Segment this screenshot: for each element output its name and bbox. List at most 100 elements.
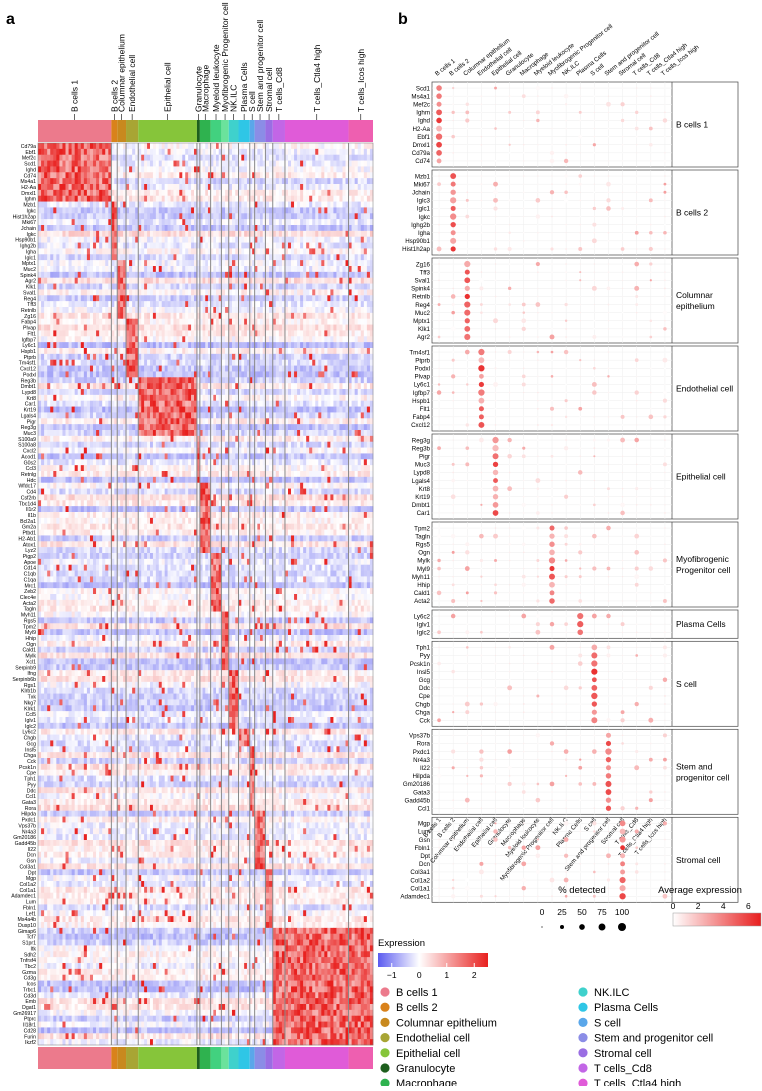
- heatmap-cell: [173, 266, 177, 273]
- heatmap-cell: [281, 324, 286, 331]
- heatmap-cell: [185, 400, 189, 407]
- heatmap-cell: [161, 172, 165, 179]
- heatmap-cell: [205, 219, 209, 226]
- heatmap-cell: [269, 312, 274, 320]
- heatmap-cell: [225, 377, 230, 384]
- heatmap-cell: [185, 260, 189, 267]
- heatmap-cell: [179, 236, 183, 243]
- heatmap-cell: [141, 330, 145, 337]
- heatmap-cell: [321, 394, 325, 402]
- heatmap-cell: [89, 195, 94, 202]
- heatmap-cell: [199, 400, 203, 407]
- heatmap-cell: [324, 318, 328, 325]
- heatmap-cell: [321, 160, 325, 167]
- heatmap-cell: [324, 371, 328, 378]
- heatmap-cell: [287, 318, 292, 325]
- heatmap-cell: [182, 230, 186, 238]
- heatmap-cell: [185, 242, 189, 249]
- heatmap-cell: [235, 295, 239, 302]
- heatmap-cell: [161, 184, 165, 191]
- heatmap-cell: [77, 348, 82, 355]
- heatmap-cell: [50, 295, 54, 302]
- heatmap-cell: [93, 143, 97, 150]
- heatmap-cell: [342, 289, 346, 296]
- heatmap-cell: [312, 348, 316, 355]
- heatmap-cell: [38, 201, 42, 208]
- heatmap-cell: [194, 307, 198, 314]
- heatmap-cell: [265, 348, 270, 355]
- heatmap-cell: [185, 166, 189, 173]
- heatmap-cell: [138, 154, 142, 161]
- heatmap-cell: [196, 271, 201, 279]
- heatmap-cell: [333, 201, 337, 208]
- heatmap-cell: [246, 219, 251, 226]
- heatmap-cell: [99, 230, 103, 238]
- heatmap-cell: [241, 213, 245, 220]
- heatmap-cell: [77, 236, 82, 243]
- heatmap-cell: [315, 260, 319, 267]
- heatmap-cell: [269, 154, 274, 161]
- heatmap-cell: [50, 201, 54, 208]
- heatmap-cell: [216, 172, 220, 179]
- heatmap-cell: [194, 330, 198, 337]
- heatmap-cell: [345, 166, 349, 173]
- heatmap-cell: [123, 230, 127, 238]
- heatmap-cell: [294, 389, 298, 396]
- heatmap-cell: [336, 230, 340, 238]
- heatmap-cell: [135, 389, 139, 396]
- heatmap-cell: [135, 277, 139, 284]
- heatmap-cell: [129, 277, 133, 284]
- heatmap-cell: [83, 283, 88, 290]
- heatmap-cell: [369, 160, 374, 167]
- heatmap-cell: [207, 172, 211, 179]
- heatmap-cell: [114, 277, 118, 284]
- heatmap-cell: [194, 242, 198, 249]
- heatmap-cell: [62, 307, 66, 314]
- heatmap-cell: [102, 254, 106, 261]
- heatmap-cell: [351, 389, 355, 396]
- heatmap-cell: [38, 283, 42, 290]
- heatmap-cell: [176, 201, 180, 208]
- heatmap-cell: [294, 225, 298, 232]
- heatmap-cell: [303, 271, 307, 279]
- heatmap-cell: [291, 283, 295, 290]
- heatmap-cell: [167, 394, 171, 402]
- heatmap-cell: [191, 219, 195, 226]
- heatmap-cell: [194, 143, 198, 150]
- heatmap-cell: [147, 189, 151, 197]
- heatmap-cell: [363, 271, 368, 279]
- heatmap-cell: [149, 389, 154, 396]
- heatmap-cell: [303, 371, 307, 378]
- heatmap-cell: [68, 324, 72, 331]
- heatmap-cell: [351, 271, 355, 279]
- heatmap-cell: [89, 242, 94, 249]
- heatmap-cell: [366, 207, 371, 214]
- heatmap-cell: [315, 389, 319, 396]
- heatmap-cell: [152, 289, 157, 296]
- heatmap-cell: [210, 172, 214, 179]
- heatmap-cell: [342, 248, 346, 255]
- heatmap-cell: [351, 371, 355, 378]
- heatmap-cell: [231, 336, 236, 343]
- heatmap-cell: [62, 359, 66, 366]
- heatmap-cell: [246, 195, 251, 202]
- heatmap-cell: [345, 330, 349, 337]
- heatmap-cell: [96, 236, 100, 243]
- heatmap-cell: [287, 348, 292, 355]
- heatmap-cell: [111, 172, 115, 179]
- heatmap-cell: [202, 154, 206, 161]
- heatmap-cell: [191, 295, 195, 302]
- heatmap-cell: [59, 219, 63, 226]
- heatmap-cell: [47, 295, 51, 302]
- heatmap-cell: [318, 219, 322, 226]
- heatmap-cell: [300, 353, 304, 361]
- heatmap-cell: [62, 230, 66, 238]
- heatmap-cell: [205, 336, 209, 343]
- heatmap-cell: [303, 225, 307, 232]
- heatmap-cell: [231, 394, 236, 402]
- heatmap-cell: [238, 143, 242, 150]
- heatmap-cell: [93, 219, 97, 226]
- heatmap-cell: [155, 377, 160, 384]
- heatmap-cell: [77, 248, 82, 255]
- heatmap-cell: [56, 195, 60, 202]
